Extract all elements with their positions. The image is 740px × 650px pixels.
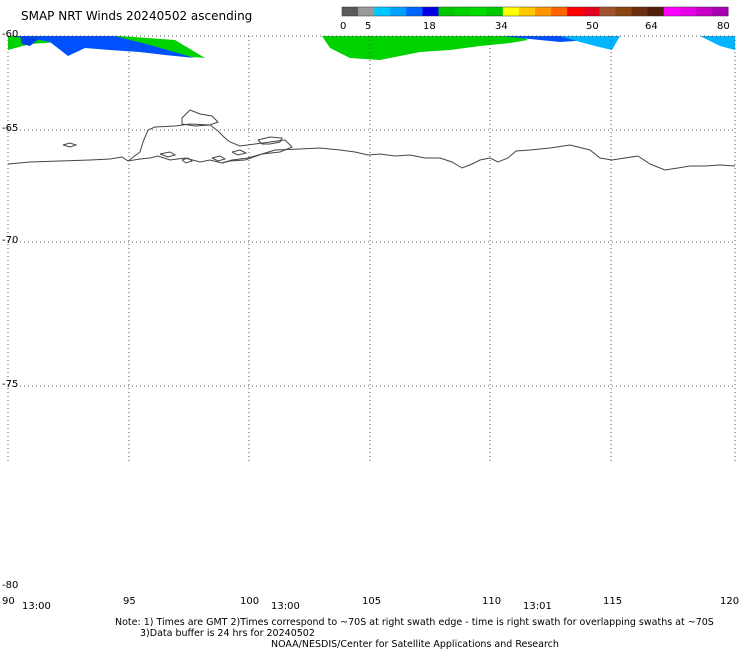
colorbar-tick-18: 18 xyxy=(423,21,436,32)
note-line-2: 3)Data buffer is 24 hrs for 20240502 xyxy=(140,628,315,639)
colorbar-segment xyxy=(647,7,665,16)
map-title: SMAP NRT Winds 20240502 ascending xyxy=(21,9,253,23)
colorbar-segment xyxy=(454,7,472,16)
swath-time-label: 13:00 xyxy=(271,601,300,612)
colorbar-segment xyxy=(470,7,488,16)
colorbar-tick-64: 64 xyxy=(645,21,658,32)
note-line-1: Note: 1) Times are GMT 2)Times correspon… xyxy=(115,617,714,628)
colorbar-segment xyxy=(486,7,504,16)
lon-label-115: 115 xyxy=(603,596,623,607)
lat-label-60: -60 xyxy=(2,29,19,40)
wind-swath-left xyxy=(8,36,205,58)
colorbar-segment xyxy=(438,7,456,16)
lon-label-100: 100 xyxy=(240,596,260,607)
colorbar-tick-5: 5 xyxy=(365,21,372,32)
swath-blue-left-edge xyxy=(8,36,40,46)
swath-blue-left xyxy=(8,36,195,58)
antarctic-coastline xyxy=(7,109,736,171)
lat-label-80: -80 xyxy=(2,580,19,591)
colorbar-tick-0: 0 xyxy=(340,21,347,32)
colorbar-tick-50: 50 xyxy=(586,21,599,32)
colorbar-segment xyxy=(679,7,697,16)
colorbar-segment xyxy=(342,7,359,16)
colorbar-segment xyxy=(406,7,423,16)
colorbar-segment xyxy=(374,7,391,16)
colorbar-segment xyxy=(631,7,649,16)
colorbar-segment xyxy=(695,7,713,16)
colorbar-segment xyxy=(390,7,407,16)
wind-speed-colorbar xyxy=(341,6,729,17)
lon-label-110: 110 xyxy=(482,596,502,607)
colorbar-segment xyxy=(551,7,568,16)
colorbar-tick-80: 80 xyxy=(717,21,730,32)
colorbar-segment xyxy=(599,7,616,16)
map-grid xyxy=(7,35,736,463)
swath-time-label: 13:01 xyxy=(523,601,552,612)
lat-label-70: -70 xyxy=(2,235,19,246)
lon-label-120: 120 xyxy=(720,596,740,607)
colorbar-segment xyxy=(422,7,439,16)
note-line-3: NOAA/NESDIS/Center for Satellite Applica… xyxy=(271,639,559,650)
colorbar-border xyxy=(341,6,729,17)
colorbar-segment xyxy=(518,7,536,16)
colorbar-segment xyxy=(583,7,600,16)
swath-green-right xyxy=(322,36,528,60)
lat-label-75: -75 xyxy=(2,379,19,390)
colorbar-segment xyxy=(711,7,729,16)
colorbar-segment xyxy=(535,7,552,16)
lon-label-105: 105 xyxy=(362,596,382,607)
colorbar-segment xyxy=(615,7,632,16)
colorbar-tick-34: 34 xyxy=(495,21,508,32)
colorbar-segment xyxy=(358,7,375,16)
colorbar-segment xyxy=(502,7,520,16)
lon-label-95: 95 xyxy=(123,596,136,607)
swath-time-label: 13:00 xyxy=(22,601,51,612)
swath-cyan-right xyxy=(560,36,620,50)
colorbar-segment xyxy=(567,7,584,16)
lat-label-65: -65 xyxy=(2,123,19,134)
wind-swath-right xyxy=(322,36,735,60)
colorbar-segment xyxy=(663,7,681,16)
lon-label-90: 90 xyxy=(2,596,15,607)
swath-cyan-far-right xyxy=(700,36,735,50)
